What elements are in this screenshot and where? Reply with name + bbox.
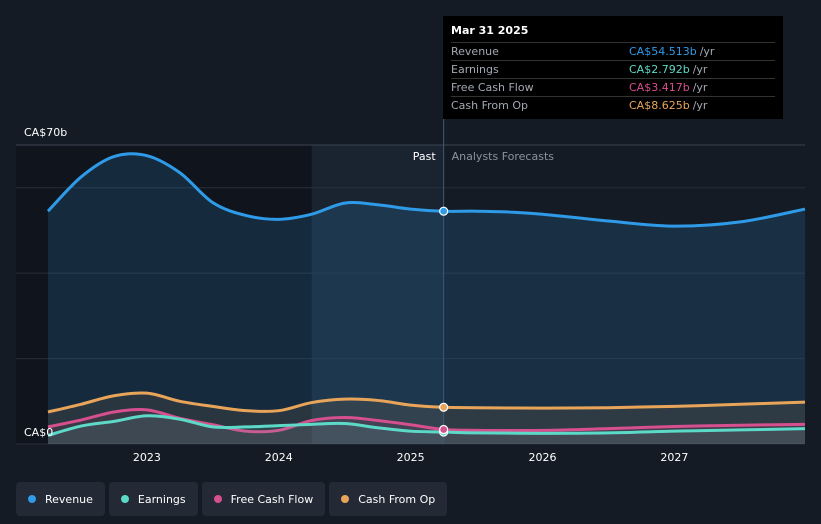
legend-item-revenue[interactable]: Revenue bbox=[16, 482, 105, 516]
legend-dot-icon bbox=[28, 495, 36, 503]
series-line-revenue bbox=[46, 152, 806, 228]
tooltip-unit: /yr bbox=[699, 45, 715, 58]
forecast-label: Analysts Forecasts bbox=[452, 150, 555, 163]
tooltip-row-cash-from-op: Cash From Op CA$8.625b /yr bbox=[451, 96, 775, 114]
tooltip-label: Cash From Op bbox=[451, 99, 529, 112]
series-line-cash-from-op bbox=[47, 391, 806, 414]
legend-item-free-cash-flow[interactable]: Free Cash Flow bbox=[201, 482, 326, 516]
legend-dot-icon bbox=[213, 495, 222, 503]
tooltip-unit: /yr bbox=[692, 63, 708, 76]
tooltip-unit: /yr bbox=[692, 99, 708, 112]
legend-item-earnings[interactable]: Earnings bbox=[108, 482, 198, 516]
tooltip-unit: /yr bbox=[692, 81, 708, 94]
legend: Revenue Earnings Free Cash Flow Cash Fro… bbox=[16, 482, 448, 516]
series-area-free-cash-flow bbox=[48, 409, 805, 444]
x-tick-label: 2023 bbox=[133, 451, 161, 464]
legend-item-cash-from-op[interactable]: Cash From Op bbox=[329, 482, 448, 516]
x-tick-label: 2025 bbox=[397, 451, 425, 464]
tooltip-date: Mar 31 2025 bbox=[451, 24, 529, 37]
series-area-revenue bbox=[48, 153, 805, 444]
tooltip-value: CA$2.792b bbox=[629, 63, 690, 76]
series-line-free-cash-flow bbox=[47, 407, 806, 434]
tooltip-label: Free Cash Flow bbox=[451, 81, 534, 94]
data-point bbox=[439, 206, 449, 216]
highlight-band bbox=[311, 145, 444, 444]
past-label: Past bbox=[413, 150, 437, 163]
data-point bbox=[439, 424, 449, 435]
x-tick-label: 2027 bbox=[660, 451, 688, 464]
legend-dot-icon bbox=[341, 495, 350, 503]
series-line-earnings bbox=[47, 414, 806, 437]
x-tick-label: 2026 bbox=[529, 451, 557, 464]
past-background bbox=[16, 145, 312, 444]
legend-label: Revenue bbox=[45, 492, 93, 506]
tooltip-row-free-cash-flow: Free Cash Flow CA$3.417b /yr bbox=[451, 78, 775, 96]
series-area-earnings bbox=[48, 415, 805, 444]
legend-label: Cash From Op bbox=[358, 492, 436, 506]
legend-label: Free Cash Flow bbox=[230, 492, 314, 506]
y-axis-bottom-label: CA$0 bbox=[24, 426, 53, 439]
legend-dot-icon bbox=[120, 495, 129, 503]
tooltip-label: Earnings bbox=[451, 63, 499, 76]
tooltip-value: CA$8.625b bbox=[629, 99, 690, 112]
tooltip-panel: Mar 31 2025 Revenue CA$54.513b /yr Earni… bbox=[443, 16, 783, 119]
data-point bbox=[439, 402, 449, 412]
tooltip-value: CA$54.513b bbox=[629, 45, 697, 58]
legend-label: Earnings bbox=[137, 492, 186, 506]
x-tick-label: 2024 bbox=[265, 451, 293, 464]
tooltip-label: Revenue bbox=[451, 45, 499, 58]
tooltip-row-earnings: Earnings CA$2.792b /yr bbox=[451, 60, 775, 78]
tooltip-row-revenue: Revenue CA$54.513b /yr bbox=[451, 42, 775, 60]
tooltip-value: CA$3.417b bbox=[629, 81, 690, 94]
y-axis-top-label: CA$70b bbox=[24, 126, 67, 139]
